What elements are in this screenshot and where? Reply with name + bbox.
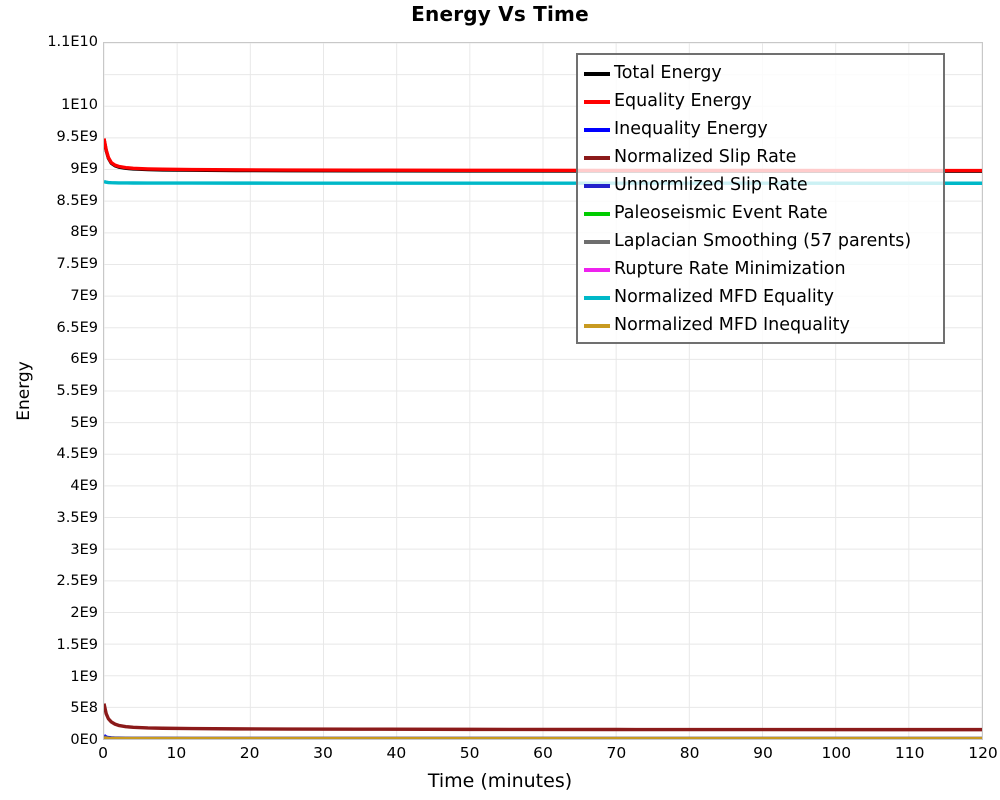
legend-item-label: Total Energy	[614, 63, 722, 84]
legend-item-label: Unnormlized Slip Rate	[614, 175, 808, 196]
y-tick-label: 3.5E9	[56, 509, 98, 526]
x-tick-label: 40	[386, 744, 407, 762]
legend-swatch-icon	[584, 268, 610, 272]
x-tick-label: 60	[533, 744, 553, 762]
y-tick-label: 1.1E10	[47, 34, 98, 50]
legend-swatch-icon	[584, 296, 610, 300]
x-tick-label: 70	[606, 744, 627, 762]
x-axis: 0 10 20 30 40 50 60 70 80 90 100 110 120	[98, 744, 998, 768]
legend-swatch-icon	[584, 72, 610, 76]
y-tick-label: 2.5E9	[56, 573, 98, 590]
y-tick-label: 4.5E9	[56, 446, 98, 463]
legend-item[interactable]: Laplacian Smoothing (57 parents)	[584, 228, 937, 256]
legend-swatch-icon	[584, 240, 610, 244]
legend-item[interactable]: Paleoseismic Event Rate	[584, 200, 937, 228]
y-tick-label: 1E10	[61, 97, 98, 114]
y-tick-label: 7.5E9	[56, 256, 98, 273]
legend-item[interactable]: Total Energy	[584, 60, 937, 88]
chart-legend: Total Energy Equality Energy Inequality En…	[576, 53, 945, 344]
legend-swatch-icon	[584, 100, 610, 104]
x-tick-label: 120	[968, 744, 998, 762]
y-tick-label: 9E9	[70, 160, 98, 177]
x-tick-label: 100	[821, 744, 852, 762]
y-tick-label: 7E9	[70, 287, 98, 304]
legend-item-label: Paleoseismic Event Rate	[614, 203, 828, 224]
legend-swatch-icon	[584, 212, 610, 216]
legend-item-label: Rupture Rate Minimization	[614, 259, 846, 280]
x-tick-label: 50	[459, 744, 480, 762]
y-tick-label: 4E9	[70, 478, 98, 495]
y-tick-label: 2E9	[70, 605, 98, 622]
y-tick-label: 5.5E9	[56, 383, 98, 399]
legend-swatch-icon	[584, 184, 610, 188]
x-tick-label: 10	[166, 744, 187, 762]
legend-swatch-icon	[584, 156, 610, 160]
x-tick-label: 110	[894, 744, 925, 762]
y-tick-label: 3E9	[70, 541, 98, 558]
legend-item-label: Normalized Slip Rate	[614, 147, 797, 168]
y-tick-label: 6E9	[70, 351, 98, 368]
legend-swatch-icon	[584, 324, 610, 328]
legend-item[interactable]: Normalized MFD Inequality	[584, 312, 937, 340]
x-tick-label: 20	[239, 744, 260, 762]
legend-item[interactable]: Inequality Energy	[584, 116, 937, 144]
legend-item[interactable]: Normalized Slip Rate	[584, 144, 937, 172]
y-tick-label: 5E9	[70, 414, 98, 431]
y-tick-label: 8E9	[70, 224, 98, 241]
legend-item[interactable]: Equality Energy	[584, 88, 937, 116]
series-line	[104, 704, 982, 730]
legend-item[interactable]: Normalized MFD Equality	[584, 284, 937, 312]
x-tick-label: 80	[679, 744, 700, 762]
legend-item-label: Inequality Energy	[614, 119, 768, 140]
chart-title: Energy Vs Time	[411, 2, 589, 26]
x-tick-label: 30	[313, 744, 333, 762]
x-tick-label: 0	[98, 744, 108, 762]
legend-swatch-icon	[584, 128, 610, 132]
legend-item-label: Normalized MFD Inequality	[614, 315, 850, 336]
legend-item-label: Normalized MFD Equality	[614, 287, 834, 308]
legend-item-label: Laplacian Smoothing (57 parents)	[614, 231, 912, 252]
y-tick-label: 6.5E9	[56, 319, 98, 336]
y-tick-label: 1E9	[70, 668, 98, 685]
y-axis-title: Energy	[14, 361, 34, 421]
series-line	[104, 738, 982, 739]
legend-item[interactable]: Rupture Rate Minimization	[584, 256, 937, 284]
y-tick-label: 0E0	[70, 732, 98, 748]
y-tick-label: 5E8	[70, 700, 98, 717]
legend-item-label: Equality Energy	[614, 91, 752, 112]
legend-item[interactable]: Unnormlized Slip Rate	[584, 172, 937, 200]
y-tick-label: 1.5E9	[56, 636, 98, 653]
y-tick-label: 8.5E9	[56, 192, 98, 209]
x-axis-title: Time (minutes)	[427, 770, 573, 792]
y-tick-label: 9.5E9	[56, 129, 98, 146]
y-axis: 0E0 5E8 1E9 1.5E9 2E9 2.5E9 3E9 3.5E9 4E9 4.5E9 5E…	[0, 34, 98, 748]
x-tick-label: 90	[753, 744, 773, 762]
